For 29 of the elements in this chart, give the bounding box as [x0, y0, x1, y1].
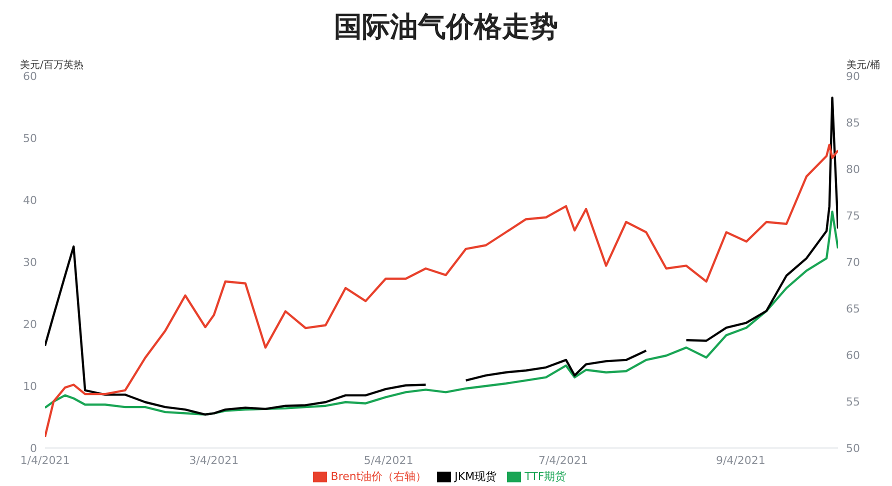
x-tick-label: 7/4/2021 — [538, 454, 588, 467]
y-axis-title: 美元/百万英热 — [20, 58, 84, 72]
y2-tick-label: 85 — [846, 116, 860, 130]
y2-axis-title: 美元/桶 — [846, 58, 880, 72]
y2-tick-label: 55 — [846, 395, 860, 408]
y2-tick-label: 90 — [846, 70, 860, 83]
x-tick-label: 9/4/2021 — [716, 454, 766, 467]
y-tick-label: 20 — [23, 318, 37, 331]
line-series — [45, 210, 838, 416]
y-tick-label: 0 — [30, 442, 37, 455]
x-tick-label: 3/4/2021 — [189, 454, 239, 467]
y-tick-label: 30 — [23, 256, 37, 269]
y-tick-label: 50 — [23, 132, 37, 145]
chart-title: 国际油气价格走势 — [333, 9, 559, 45]
y2-tick-label: 75 — [846, 209, 860, 222]
legend-label: JKM现货 — [454, 470, 497, 484]
x-tick-label: 5/4/2021 — [364, 454, 414, 467]
y2-tick-label: 70 — [846, 256, 860, 269]
x-tick-label: 1/4/2021 — [20, 454, 70, 467]
y2-tick-label: 65 — [846, 302, 860, 316]
y2-tick-label: 80 — [846, 162, 860, 176]
legend-label: Brent油价（右轴） — [330, 470, 427, 484]
y-tick-label: 60 — [23, 70, 37, 83]
y2-tick-label: 50 — [846, 442, 860, 455]
y-tick-label: 40 — [23, 194, 37, 207]
y-tick-label: 10 — [23, 380, 37, 393]
line-series — [45, 144, 838, 438]
legend-label: TTF期货 — [524, 470, 566, 484]
y2-tick-label: 60 — [846, 348, 860, 362]
